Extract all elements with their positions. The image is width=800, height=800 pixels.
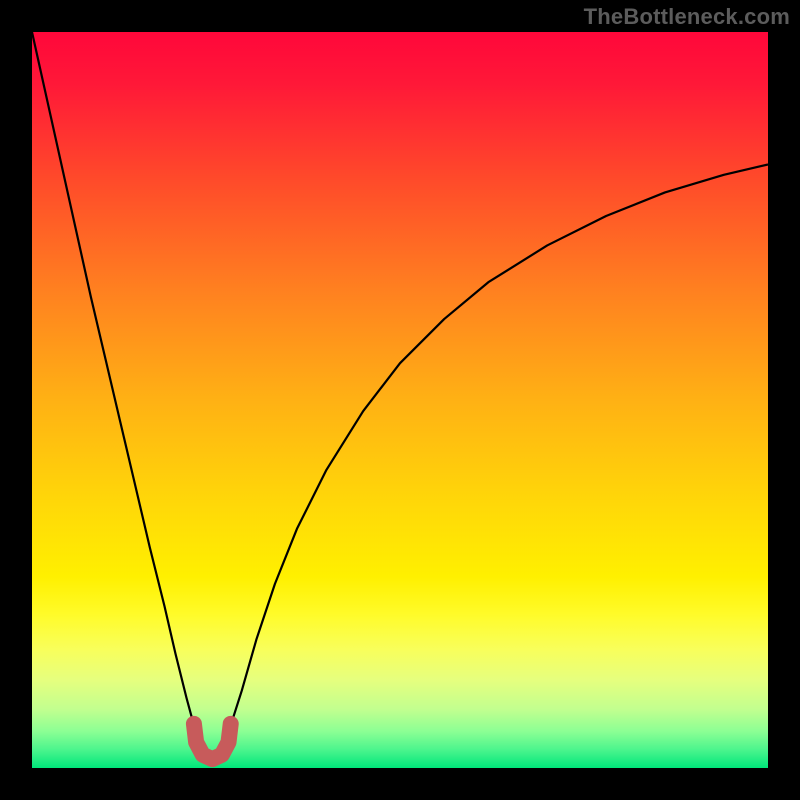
chart-frame: TheBottleneck.com	[0, 0, 800, 800]
plot-area	[32, 32, 768, 768]
gradient-background	[32, 32, 768, 768]
chart-svg	[32, 32, 768, 768]
watermark-text: TheBottleneck.com	[584, 4, 790, 30]
